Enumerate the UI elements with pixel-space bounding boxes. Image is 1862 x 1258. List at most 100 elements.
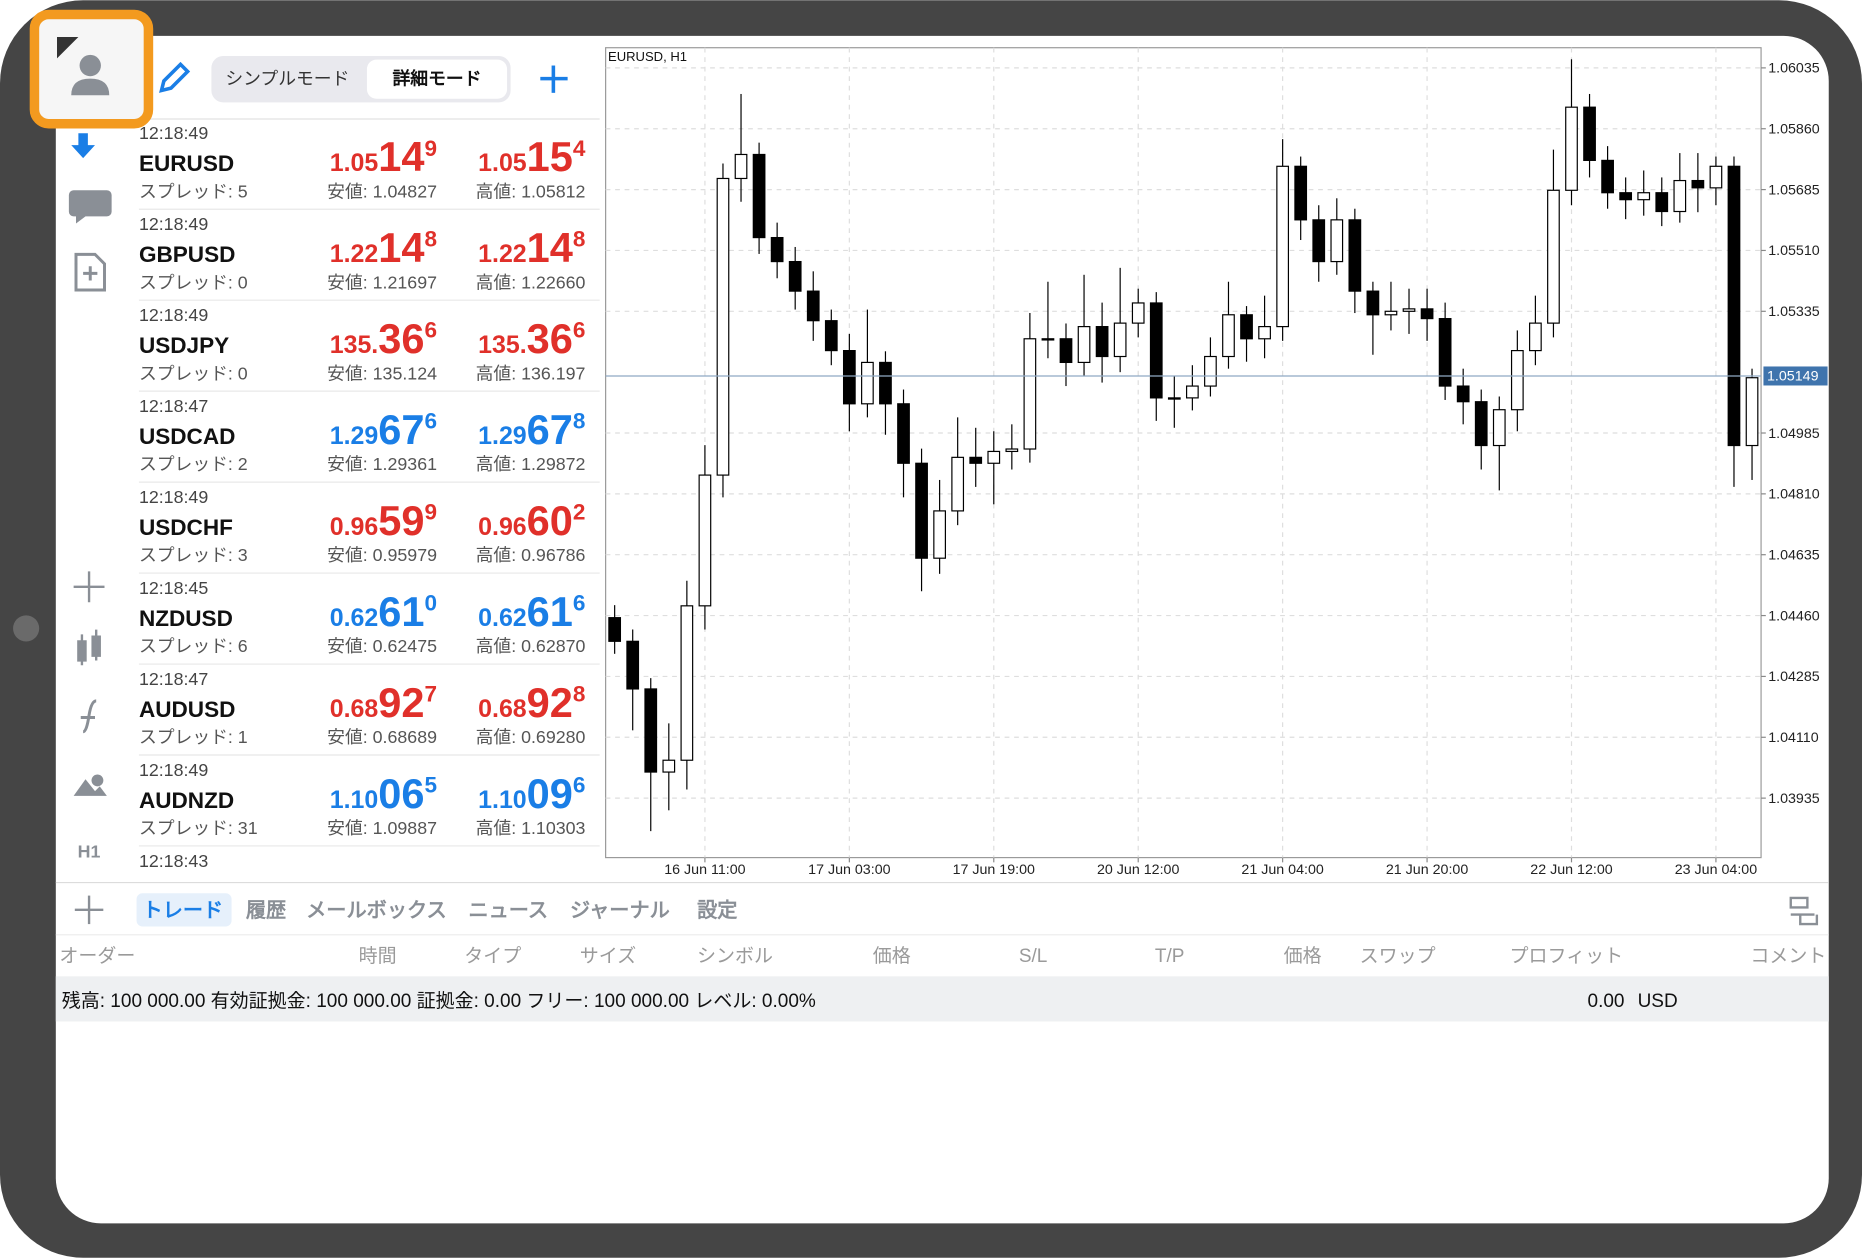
bid-fraction: 8 [424, 227, 437, 252]
terminal-add[interactable] [74, 895, 104, 925]
candle-body [608, 617, 622, 642]
bid-fraction: 7 [424, 682, 437, 707]
spread: スプレッド: 6 [139, 636, 248, 656]
add-symbol-button[interactable] [540, 65, 568, 93]
objects-icon[interactable] [73, 774, 107, 796]
column-header: プロフィット [1510, 945, 1624, 967]
column-header: 時間 [359, 945, 397, 967]
mode-detail[interactable]: 詳細モード [393, 68, 482, 89]
candle-body [1691, 179, 1705, 189]
mode-simple[interactable]: シンプルモード [225, 69, 349, 89]
news-plus [83, 266, 98, 281]
tab[interactable]: ジャーナル [570, 900, 670, 922]
candle-body [680, 605, 694, 761]
quote-time: 12:18:49 [139, 487, 208, 507]
candle-body [1637, 192, 1651, 201]
x-tick-label: 17 Jun 19:00 [953, 862, 1035, 878]
price-tag [1763, 366, 1828, 386]
candle-body [1366, 290, 1380, 316]
candle-body [824, 320, 838, 352]
tab[interactable]: トレード [143, 900, 224, 922]
tab[interactable]: 履歴 [246, 899, 286, 922]
news-icon[interactable] [74, 252, 106, 292]
bid-pips: 92 [378, 679, 424, 726]
bid-price: 1.05149 [330, 133, 437, 180]
candle-body [770, 236, 784, 263]
candle-body [969, 456, 983, 464]
ask-prefix: 135. [478, 331, 527, 359]
ask-pips: 61 [527, 588, 573, 635]
high-price: 高値: 1.05812 [476, 181, 586, 201]
bid-price: 0.62610 [330, 588, 437, 635]
pencil-icon[interactable] [159, 61, 191, 93]
column-header: スワップ [1360, 945, 1436, 967]
candle-body [1709, 165, 1723, 189]
candle-body [951, 456, 965, 512]
bid-pips: 61 [378, 588, 424, 635]
bid-fraction: 9 [424, 500, 437, 525]
spread: スプレッド: 5 [139, 181, 248, 201]
column-header: サイズ [580, 945, 636, 967]
spread: スプレッド: 3 [139, 545, 248, 565]
candle-body [1727, 165, 1741, 447]
quote-time: 12:18:49 [139, 305, 208, 325]
candle-body [1312, 219, 1326, 263]
bid-pips: 36 [378, 315, 424, 362]
crosshair-icon[interactable] [73, 571, 105, 603]
symbol: USDJPY [139, 333, 229, 358]
ask-pips: 92 [527, 679, 573, 726]
ask-pips: 36 [527, 315, 573, 362]
spread: スプレッド: 31 [139, 818, 258, 838]
tab[interactable]: ニュース [468, 900, 548, 922]
bid-price: 0.96599 [330, 497, 437, 544]
tab[interactable]: 設定 [697, 898, 737, 922]
candle-body [897, 403, 910, 464]
chat-icon[interactable] [68, 190, 112, 224]
spread: スプレッド: 2 [139, 454, 248, 474]
low-price: 安値: 1.09887 [327, 818, 437, 838]
candle-body [1222, 314, 1235, 358]
ask-fraction: 2 [573, 500, 586, 525]
symbol: NZDUSD [139, 606, 233, 631]
quote-time: 12:18:49 [139, 760, 208, 780]
candle-body [1583, 106, 1596, 161]
y-tick-label: 1.04110 [1768, 730, 1819, 746]
ask-price: 1.29678 [478, 406, 585, 453]
symbol: AUDUSD [139, 697, 235, 722]
candle-body [1095, 326, 1109, 358]
status-text: 残高: 100 000.00 有効証拠金: 100 000.00 証拠金: 0.… [62, 990, 816, 1012]
candle-body [1240, 314, 1253, 340]
high-price: 高値: 1.10303 [476, 818, 586, 838]
ask-prefix: 1.29 [478, 422, 527, 450]
symbol: USDCHF [139, 515, 233, 540]
candle-body [1655, 192, 1669, 213]
layout-icon[interactable] [1789, 896, 1819, 926]
indicator-icon[interactable] [80, 699, 97, 734]
tab[interactable]: メールボックス [306, 899, 447, 922]
low-price: 安値: 0.68689 [327, 727, 437, 747]
device-button [13, 615, 40, 642]
mode-selected [366, 59, 508, 99]
timeframe[interactable]: H1 [78, 842, 101, 862]
high-price: 高値: 0.96786 [476, 545, 586, 565]
currency: USD [1638, 991, 1678, 1012]
chart-type-icon[interactable] [77, 629, 101, 666]
candle-body [734, 153, 748, 180]
column-header: シンボル [697, 945, 773, 967]
column-header: 価格 [1284, 945, 1322, 967]
candle-body [1276, 165, 1290, 328]
column-header: T/P [1155, 946, 1185, 967]
account-icon[interactable] [71, 54, 110, 96]
column-header: S/L [1019, 946, 1048, 967]
candle-body [698, 474, 712, 607]
candle-body [1384, 310, 1398, 316]
candle-body [1348, 219, 1362, 292]
candle-body [1041, 338, 1055, 341]
trade-icon[interactable] [71, 133, 95, 159]
candle-body [1294, 165, 1308, 221]
ask-price: 0.68928 [478, 679, 585, 726]
ask-pips: 14 [527, 224, 573, 271]
symbol: AUDNZD [139, 788, 234, 813]
